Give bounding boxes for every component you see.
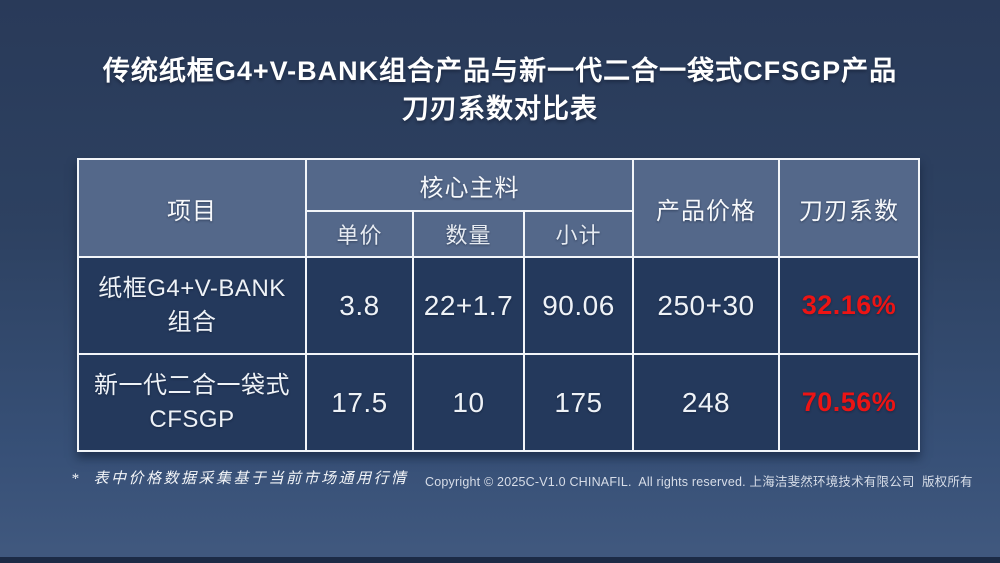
table-row-paper-frame-combo: 纸框G4+V-BANK 组合 3.8 22+1.7 90.06 250+30 3… bbox=[77, 256, 920, 355]
cell-subtotal: 90.06 bbox=[523, 256, 634, 355]
col-header-product-price: 产品价格 bbox=[632, 158, 780, 258]
cell-blade-coefficient: 70.56% bbox=[778, 353, 920, 452]
col-header-subtotal: 小计 bbox=[523, 210, 634, 258]
cell-product-price: 250+30 bbox=[632, 256, 780, 355]
col-header-quantity: 数量 bbox=[412, 210, 525, 258]
header-row-sub: 单价 数量 小计 bbox=[78, 210, 919, 258]
footnote: * 表中价格数据采集基于当前市场通用行情 bbox=[71, 471, 409, 487]
page-title: 传统纸框G4+V-BANK组合产品与新一代二合一袋式CFSGP产品 刀刃系数对比… bbox=[0, 52, 1000, 128]
col-header-item: 项目 bbox=[77, 158, 307, 258]
cell-item: 纸框G4+V-BANK 组合 bbox=[77, 256, 307, 355]
col-header-unit-price: 单价 bbox=[305, 210, 414, 258]
cell-item: 新一代二合一袋式 CFSGP bbox=[77, 353, 307, 452]
cell-blade-coefficient: 32.16% bbox=[778, 256, 920, 355]
cell-quantity: 22+1.7 bbox=[412, 256, 525, 355]
cell-product-price: 248 bbox=[632, 353, 780, 452]
page-title-line-2: 刀刃系数对比表 bbox=[402, 94, 598, 124]
col-header-core-materials: 核心主料 bbox=[305, 158, 634, 212]
copyright-text: Copyright © 2025C-V1.0 CHINAFIL. All rig… bbox=[425, 475, 973, 489]
cell-unit-price: 17.5 bbox=[305, 353, 414, 452]
cell-unit-price: 3.8 bbox=[305, 256, 414, 355]
col-header-blade-coefficient: 刀刃系数 bbox=[778, 158, 920, 258]
cell-quantity: 10 bbox=[412, 353, 525, 452]
bottom-bar bbox=[0, 557, 1000, 563]
comparison-table: 项目 核心主料 产品价格 刀刃系数 单价 数量 小计 纸框G4+V-BANK 组… bbox=[77, 158, 920, 452]
table-row-cfsgp: 新一代二合一袋式 CFSGP 17.5 10 175 248 70.56% bbox=[77, 353, 920, 452]
header-row-top: 项目 核心主料 产品价格 刀刃系数 bbox=[77, 158, 920, 258]
cell-subtotal: 175 bbox=[523, 353, 634, 452]
page-title-line-1: 传统纸框G4+V-BANK组合产品与新一代二合一袋式CFSGP产品 bbox=[102, 56, 898, 86]
